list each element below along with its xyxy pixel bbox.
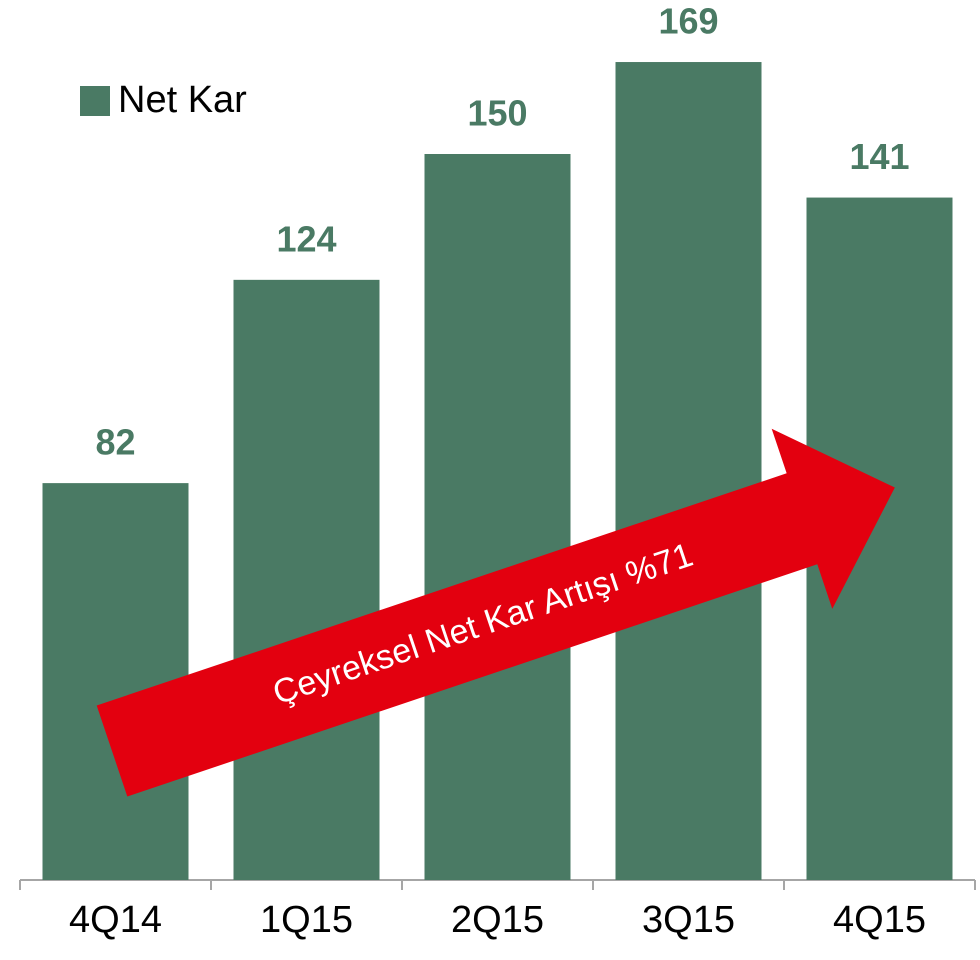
legend-swatch xyxy=(80,86,110,116)
x-tick-label: 4Q14 xyxy=(69,899,162,941)
x-tick-label: 1Q15 xyxy=(260,899,353,941)
value-label: 169 xyxy=(658,1,718,42)
bar xyxy=(424,154,571,880)
legend-label: Net Kar xyxy=(118,79,247,121)
arrow-shape xyxy=(96,428,895,797)
x-tick-label: 3Q15 xyxy=(642,899,735,941)
x-tick-label: 4Q15 xyxy=(833,899,926,941)
bar xyxy=(233,279,380,881)
value-label: 141 xyxy=(849,136,909,177)
value-label: 150 xyxy=(467,93,527,134)
bar xyxy=(42,483,189,880)
x-tick-label: 2Q15 xyxy=(451,899,544,941)
bar xyxy=(615,62,762,881)
value-label: 82 xyxy=(95,422,135,463)
value-label: 124 xyxy=(276,218,336,259)
